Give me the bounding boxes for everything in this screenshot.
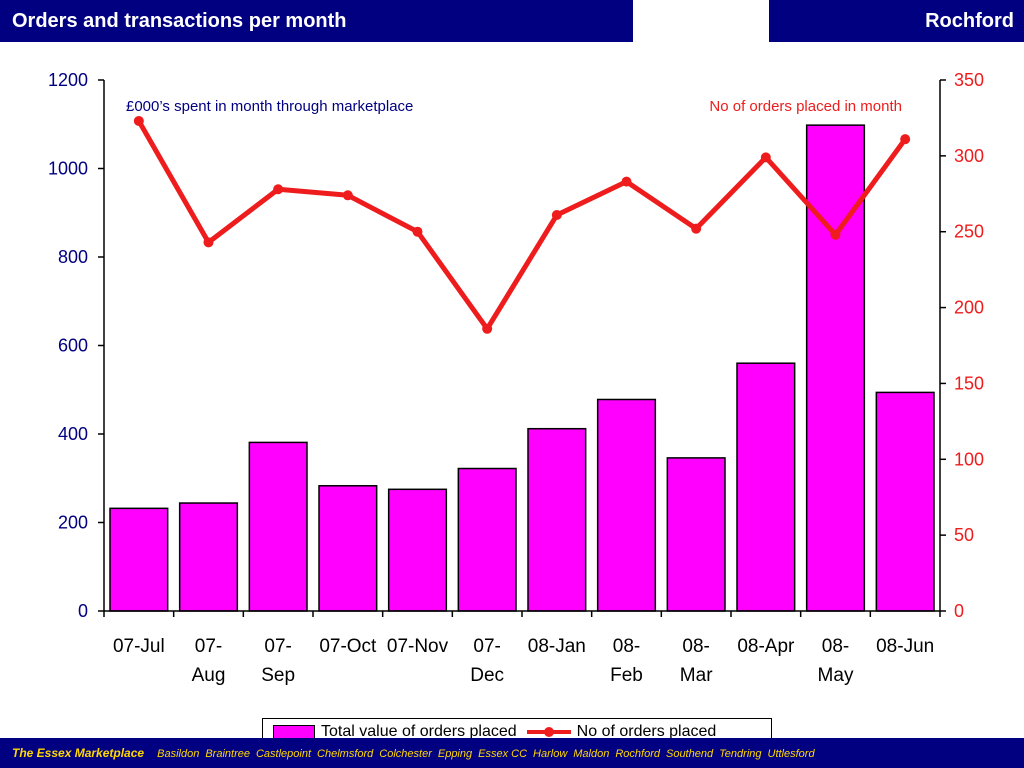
- bar: [248, 441, 308, 612]
- orders-point: [621, 176, 632, 187]
- right-tick-label: 150: [954, 373, 984, 393]
- bar: [527, 427, 587, 612]
- orders-point: [273, 184, 284, 195]
- x-tick-label: 08-Apr: [737, 636, 795, 657]
- footer-brand: The Essex Marketplace: [12, 746, 145, 760]
- footer-town[interactable]: Chelmsford: [317, 748, 374, 760]
- orders-point: [760, 152, 771, 163]
- bar: [387, 488, 448, 612]
- right-tick-label: 250: [954, 222, 984, 242]
- footer-town[interactable]: Tendring: [719, 748, 762, 760]
- footer-town[interactable]: Braintree: [205, 748, 250, 760]
- x-tick-label: 07-Nov: [387, 636, 449, 657]
- left-tick-label: 800: [58, 247, 88, 267]
- footer-town[interactable]: Epping: [437, 748, 473, 760]
- footer-towns: Basildon Braintree Castlepoint Chelmsford Co…: [157, 748, 820, 760]
- footer-bar: The Essex Marketplace Basildon Braintree C…: [0, 738, 1024, 768]
- left-tick-label: 0: [78, 601, 88, 621]
- orders-line: [136, 119, 908, 332]
- orders-point: [482, 323, 493, 334]
- orders-point: [900, 134, 911, 145]
- footer-town[interactable]: Uttlesford: [767, 748, 815, 760]
- footer-town[interactable]: Maldon: [573, 748, 610, 760]
- footer-town[interactable]: Southend: [665, 748, 714, 760]
- left-tick-label: 600: [58, 336, 88, 356]
- x-tick-label: 08-Jun: [876, 636, 934, 657]
- region-title: Rochford: [769, 0, 1024, 42]
- legend-bar-swatch: [273, 725, 315, 739]
- bar: [805, 124, 866, 612]
- page-title: Orders and transactions per month: [0, 0, 633, 42]
- legend-item-orders: No of orders placed: [526, 723, 717, 741]
- footer-town[interactable]: Harlow: [533, 748, 568, 760]
- footer-town[interactable]: Basildon: [157, 748, 200, 760]
- right-tick-label: 50: [954, 525, 974, 545]
- bar: [596, 398, 657, 612]
- left-axis-label: £000’s spent in month through marketplac…: [126, 98, 413, 115]
- left-tick-label: 1000: [48, 159, 88, 179]
- bar: [318, 485, 378, 612]
- x-tick-label: 07-: [195, 636, 222, 657]
- x-tick-label: 07-: [473, 636, 500, 657]
- orders-point: [133, 115, 144, 126]
- x-tick-label: May: [818, 665, 854, 686]
- x-tick-label: 08-Jan: [528, 636, 586, 657]
- x-tick-label: 08-: [613, 636, 640, 657]
- bar: [109, 507, 169, 612]
- x-tick-label: 08-: [682, 636, 709, 657]
- bar: [178, 502, 239, 612]
- orders-point: [342, 190, 353, 201]
- bar: [875, 391, 935, 612]
- legend-item-value: Total value of orders placed: [273, 723, 517, 741]
- right-tick-label: 200: [954, 298, 984, 318]
- legend-line-swatch: [526, 725, 571, 739]
- footer-town[interactable]: Rochford: [615, 748, 660, 760]
- orders-point: [412, 226, 423, 237]
- right-axis-label: No of orders placed in month: [709, 98, 902, 115]
- left-tick-label: 1200: [48, 70, 88, 90]
- right-tick-label: 350: [954, 70, 984, 90]
- x-tick-label: 08-: [822, 636, 849, 657]
- footer-town[interactable]: Castlepoint: [255, 748, 312, 760]
- orders-point: [551, 210, 562, 221]
- x-tick-label: Feb: [610, 665, 643, 686]
- left-tick-label: 400: [58, 424, 88, 444]
- x-tick-label: 07-Jul: [113, 636, 165, 657]
- legend-label-orders: No of orders placed: [576, 723, 717, 740]
- x-tick-label: Dec: [470, 665, 504, 686]
- x-tick-label: Mar: [680, 665, 713, 686]
- orders-point: [203, 237, 214, 248]
- right-tick-label: 100: [954, 449, 984, 469]
- bar: [736, 362, 796, 612]
- legend-label-value: Total value of orders placed: [321, 723, 517, 740]
- left-tick-label: 200: [58, 513, 88, 533]
- footer-town[interactable]: Essex CC: [478, 748, 528, 760]
- right-tick-label: 300: [954, 146, 984, 166]
- bar: [666, 457, 726, 612]
- x-tick-label: 07-: [264, 636, 291, 657]
- x-tick-label: Sep: [261, 665, 295, 686]
- orders-point: [830, 229, 841, 240]
- bar: [457, 467, 517, 612]
- orders-point: [691, 223, 702, 234]
- footer-town[interactable]: Colchester: [379, 748, 432, 760]
- right-tick-label: 0: [954, 601, 964, 621]
- x-tick-label: Aug: [192, 665, 226, 686]
- x-tick-label: 07-Oct: [319, 636, 377, 657]
